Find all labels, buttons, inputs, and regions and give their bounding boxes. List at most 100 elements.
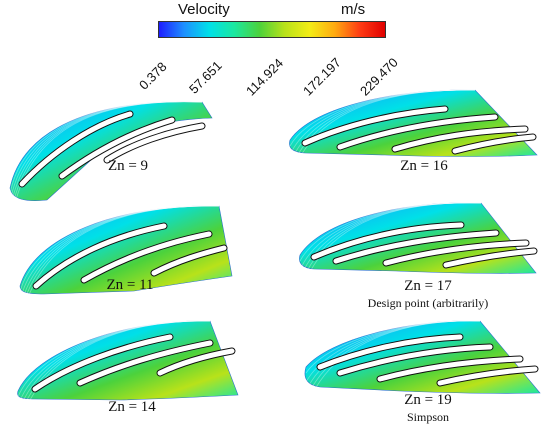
streamline <box>289 89 476 156</box>
streamline <box>289 89 476 147</box>
streamline <box>19 205 220 275</box>
blade <box>392 126 528 152</box>
streamline <box>22 205 220 298</box>
streamline <box>9 101 203 159</box>
streamline <box>310 320 481 397</box>
blade <box>157 348 235 376</box>
streamline <box>19 205 220 266</box>
caption-label: Zn = 14 <box>108 399 156 415</box>
impeller-passage-zn16 <box>289 89 538 160</box>
legend-unit: m/s <box>341 1 366 18</box>
blade <box>59 117 175 179</box>
flow-domain <box>19 205 233 295</box>
blade <box>317 334 463 370</box>
blade <box>32 334 173 392</box>
legend-title: Velocity <box>178 1 230 18</box>
streamline <box>289 89 476 129</box>
streamline <box>12 101 203 205</box>
caption-label: Zn = 16 <box>400 158 448 174</box>
streamline <box>291 89 476 160</box>
blade <box>311 222 464 260</box>
streamline <box>25 205 220 298</box>
streamline <box>289 89 476 120</box>
caption-zn19: Zn = 19 Simpson <box>388 392 468 425</box>
impeller-passage-zn19 <box>304 320 541 397</box>
streamline <box>299 202 482 271</box>
streamline <box>17 320 211 389</box>
blade <box>437 366 538 386</box>
streamline <box>19 205 220 257</box>
blade <box>81 231 212 283</box>
streamline <box>300 202 482 277</box>
impeller-passage-zn14 <box>17 320 239 403</box>
caption-zn14: Zn = 14 <box>92 399 172 416</box>
blade <box>104 123 205 163</box>
streamline <box>9 101 203 177</box>
blade <box>151 245 227 276</box>
blade <box>19 111 133 187</box>
flow-domain <box>17 320 239 401</box>
blade <box>33 223 167 289</box>
streamline <box>289 89 476 111</box>
streamline <box>305 320 481 347</box>
streamline <box>289 89 476 138</box>
streamline <box>305 320 481 392</box>
streamline <box>9 101 203 168</box>
streamline <box>19 205 220 293</box>
streamline <box>9 101 203 204</box>
streamline <box>299 202 482 253</box>
blade <box>337 114 498 150</box>
caption-zn17: Zn = 17 Design point (arbitrarily) <box>353 278 503 311</box>
streamline <box>10 101 203 205</box>
streamline <box>27 205 220 298</box>
streamline <box>14 101 203 205</box>
impeller-passage-zn9 <box>9 101 213 205</box>
streamline <box>305 320 481 356</box>
streamline <box>299 202 482 226</box>
streamline <box>299 202 482 235</box>
caption-label: Zn = 11 <box>106 277 154 293</box>
caption-zn16: Zn = 16 <box>384 158 464 175</box>
caption-zn11: Zn = 11 <box>90 277 170 294</box>
blade <box>77 340 213 386</box>
blade <box>443 248 537 268</box>
streamline <box>20 205 220 298</box>
tick-label-0: 0.378 <box>136 58 170 93</box>
tick-label-2: 114.924 <box>243 55 287 99</box>
impeller-passage-zn17 <box>299 202 538 277</box>
streamline <box>298 89 476 160</box>
streamline <box>21 320 211 403</box>
blade <box>333 230 499 264</box>
streamline <box>305 320 481 365</box>
impeller-passage-zn11 <box>19 205 233 298</box>
streamline <box>305 320 481 374</box>
streamline <box>17 320 211 398</box>
streamline <box>294 89 476 160</box>
streamline <box>305 320 481 338</box>
streamline <box>17 320 211 362</box>
blade <box>377 356 523 382</box>
streamline <box>19 205 220 284</box>
streamline <box>25 320 211 403</box>
blade <box>383 240 529 266</box>
streamline <box>18 320 211 403</box>
caption-sublabel: Design point (arbitrarily) <box>367 296 489 310</box>
caption-label: Zn = 17 <box>404 278 452 294</box>
blade <box>337 344 493 376</box>
caption-label: Zn = 19 <box>404 392 452 408</box>
streamline <box>307 202 482 277</box>
caption-zn9: Zn = 9 <box>88 158 168 175</box>
caption-sublabel: Simpson <box>406 410 449 424</box>
streamline <box>299 202 482 262</box>
streamline <box>17 320 211 371</box>
blade <box>452 134 536 154</box>
streamline <box>299 202 482 244</box>
streamline <box>9 101 203 195</box>
streamline <box>306 320 481 397</box>
color-scale-bar <box>158 21 386 38</box>
streamline <box>28 320 211 403</box>
caption-label: Zn = 9 <box>107 158 149 174</box>
blade <box>302 106 448 146</box>
streamline <box>9 101 203 186</box>
streamline <box>303 202 482 277</box>
